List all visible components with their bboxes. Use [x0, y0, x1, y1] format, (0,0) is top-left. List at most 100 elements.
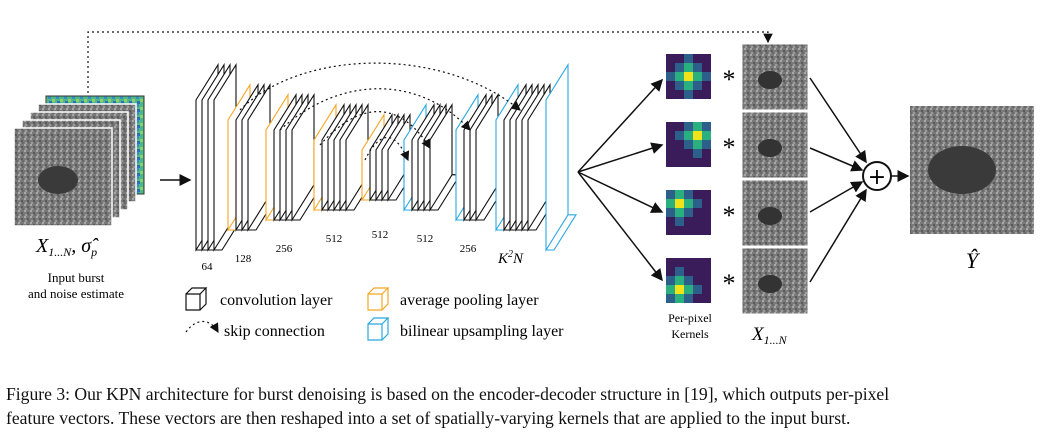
skip-connections: [239, 62, 521, 162]
skip-arc-64: [239, 62, 521, 111]
kernel-cell: [666, 72, 675, 81]
kernel-caption-line1: Per-pixel: [668, 311, 712, 325]
sum-arrows: [809, 77, 910, 283]
kernel-cell: [675, 208, 684, 217]
kernel-cell: [693, 158, 702, 167]
kernel-cell: [666, 267, 675, 276]
kernel-cell: [666, 122, 675, 131]
kernel-cell: [693, 131, 702, 140]
kernel-cell: [675, 285, 684, 294]
kernel-cell: [666, 199, 675, 208]
input-to-frames-skip-arrow: [87, 31, 773, 118]
kernel-cell: [675, 158, 684, 167]
frames-label: X1...N: [751, 324, 788, 347]
channel-label: 256: [460, 243, 477, 255]
kernel-cell: [675, 63, 684, 72]
legend-skip-icon: [185, 320, 219, 334]
upsampling-layer: [545, 62, 577, 252]
skip-arc-128: [279, 88, 471, 131]
kernel-cell: [675, 199, 684, 208]
kernel-cell: [684, 267, 693, 276]
kernel-cell: [702, 158, 711, 167]
skip-arc-512: [364, 136, 410, 162]
kernel-cell: [702, 190, 711, 199]
kernel-cell: [702, 122, 711, 131]
kernel-cell: [666, 158, 675, 167]
legend-upsample-label: bilinear upsampling layer: [400, 323, 564, 340]
kernel-cell: [675, 267, 684, 276]
multiply-symbol: *: [723, 133, 736, 162]
kernel-cell: [684, 131, 693, 140]
kernel-cell: [684, 90, 693, 99]
kernel-cell: [702, 276, 711, 285]
kernel-cell: [693, 140, 702, 149]
kernel-cell: [693, 81, 702, 90]
kernel-cell: [666, 208, 675, 217]
kernel-cell: [666, 140, 675, 149]
kernel-cell: [684, 226, 693, 235]
kernel-cell: [702, 217, 711, 226]
kernel-cell: [702, 72, 711, 81]
kpn-architecture-diagram: X1...N, σ̂p Input burst and noise estima…: [13, 31, 1034, 347]
kernel-cell: [684, 294, 693, 303]
channel-label: 64: [202, 261, 214, 273]
kernel-cell: [666, 149, 675, 158]
sum-symbol: +: [868, 165, 886, 190]
kernel-cell: [702, 63, 711, 72]
kernel-cell: [684, 54, 693, 63]
kernel-cell: [693, 208, 702, 217]
kernel-cell: [693, 226, 702, 235]
kernel-cell: [702, 294, 711, 303]
kernel-cell: [675, 122, 684, 131]
kernel-cell: [693, 190, 702, 199]
kernel-cell: [684, 199, 693, 208]
sum-node: [862, 161, 892, 191]
figure-caption: Figure 3: Our KPN architecture for burst…: [6, 382, 1040, 430]
kernel-cell: [693, 54, 702, 63]
kernel-cell: [693, 122, 702, 131]
kernel-cell: [684, 72, 693, 81]
kernel-cell: [684, 63, 693, 72]
channel-label: 512: [372, 229, 389, 241]
kernel-cell: [675, 276, 684, 285]
kernel-cell: [693, 90, 702, 99]
output-label: Ŷ: [966, 248, 981, 273]
kernel-cell: [675, 217, 684, 226]
legend-conv-icon: [185, 287, 208, 311]
multiply-symbol: *: [723, 65, 736, 94]
legend-pool-icon: [367, 287, 390, 311]
kernel-cell: [702, 149, 711, 158]
kernel-cell: [666, 131, 675, 140]
kernel-cell: [666, 81, 675, 90]
legend: convolution layer average pooling layer …: [185, 287, 564, 341]
kernel-cell: [666, 90, 675, 99]
kernel-cell: [675, 90, 684, 99]
kernel-cell: [666, 226, 675, 235]
kernel-cell: [684, 276, 693, 285]
kernel-caption-line2: Kernels: [671, 327, 709, 341]
kernel-cell: [684, 217, 693, 226]
kernel-cell: [702, 131, 711, 140]
fanout-arrows: [577, 78, 664, 282]
kernel-cell: [675, 258, 684, 267]
kernel-cell: [702, 54, 711, 63]
kernel-cell: [684, 149, 693, 158]
kernel-cell: [693, 276, 702, 285]
kernel-cell: [666, 217, 675, 226]
kernel-cell: [693, 63, 702, 72]
kernel-cell: [702, 258, 711, 267]
kernel-cell: [675, 131, 684, 140]
kernel-cell: [666, 258, 675, 267]
kernel-cell: [684, 190, 693, 199]
input-label: X1...N, σ̂p: [35, 235, 99, 259]
kernel-cell: [666, 63, 675, 72]
channel-label: 512: [326, 233, 343, 245]
kernel-cell: [675, 54, 684, 63]
kernel-cell: [702, 267, 711, 276]
per-pixel-kernels: [666, 54, 711, 303]
kernel-cell: [684, 81, 693, 90]
kernel-cell: [675, 149, 684, 158]
kernel-cell: [693, 217, 702, 226]
input-burst-stack: [13, 95, 145, 227]
kernel-cell: [702, 140, 711, 149]
